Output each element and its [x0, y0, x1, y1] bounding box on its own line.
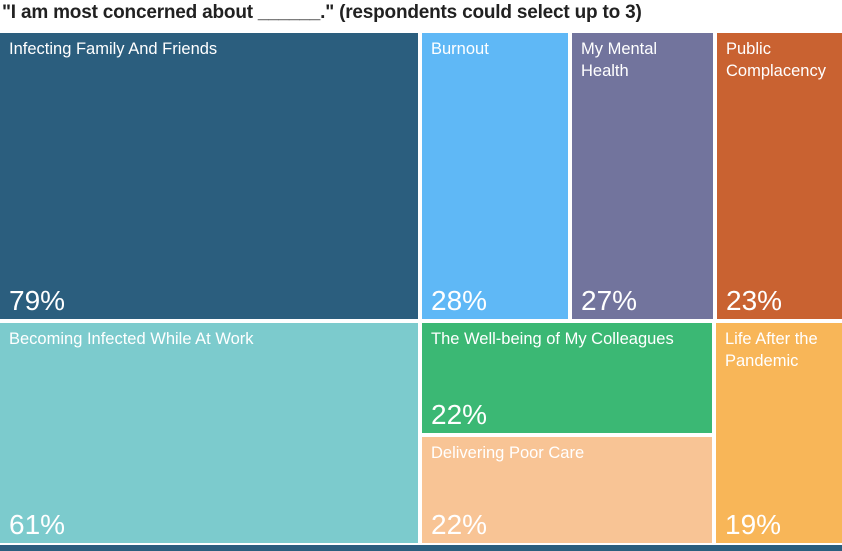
- tile-value: 19%: [725, 509, 782, 541]
- tile-value: 22%: [431, 509, 488, 541]
- tile-label: Infecting Family And Friends: [9, 40, 218, 58]
- treemap-tile-becoming-infected-while-at-work[interactable]: Becoming Infected While At Work 61%: [0, 323, 418, 543]
- tile-value: 61%: [9, 509, 66, 541]
- tile-label: Delivering Poor Care: [431, 444, 585, 462]
- tile-value: 79%: [9, 285, 66, 317]
- bottom-panel-edge: [0, 545, 842, 551]
- tile-label: Public Complacency: [726, 40, 826, 80]
- tile-value: 22%: [431, 399, 488, 431]
- tile-label: Life After the Pandemic: [725, 330, 818, 370]
- chart-title: "I am most concerned about ______." (res…: [2, 2, 642, 23]
- tile-value: 28%: [431, 285, 488, 317]
- treemap-tile-infecting-family-and-friends[interactable]: Infecting Family And Friends 79%: [0, 33, 418, 319]
- treemap-tile-delivering-poor-care[interactable]: Delivering Poor Care 22%: [422, 437, 712, 543]
- tile-label: The Well-being of My Colleagues: [431, 330, 674, 348]
- tile-label: Burnout: [431, 40, 489, 58]
- treemap-tile-my-mental-health[interactable]: My Mental Health 27%: [572, 33, 713, 319]
- treemap-tile-public-complacency[interactable]: Public Complacency 23%: [717, 33, 842, 319]
- treemap: Infecting Family And Friends 79% Burnout…: [0, 33, 842, 543]
- tile-label: My Mental Health: [581, 40, 658, 80]
- treemap-tile-burnout[interactable]: Burnout 28%: [422, 33, 568, 319]
- tile-label: Becoming Infected While At Work: [9, 330, 254, 348]
- tile-value: 27%: [581, 285, 638, 317]
- tile-value: 23%: [726, 285, 783, 317]
- treemap-tile-wellbeing-of-my-colleagues[interactable]: The Well-being of My Colleagues 22%: [422, 323, 712, 433]
- treemap-tile-life-after-the-pandemic[interactable]: Life After the Pandemic 19%: [716, 323, 842, 543]
